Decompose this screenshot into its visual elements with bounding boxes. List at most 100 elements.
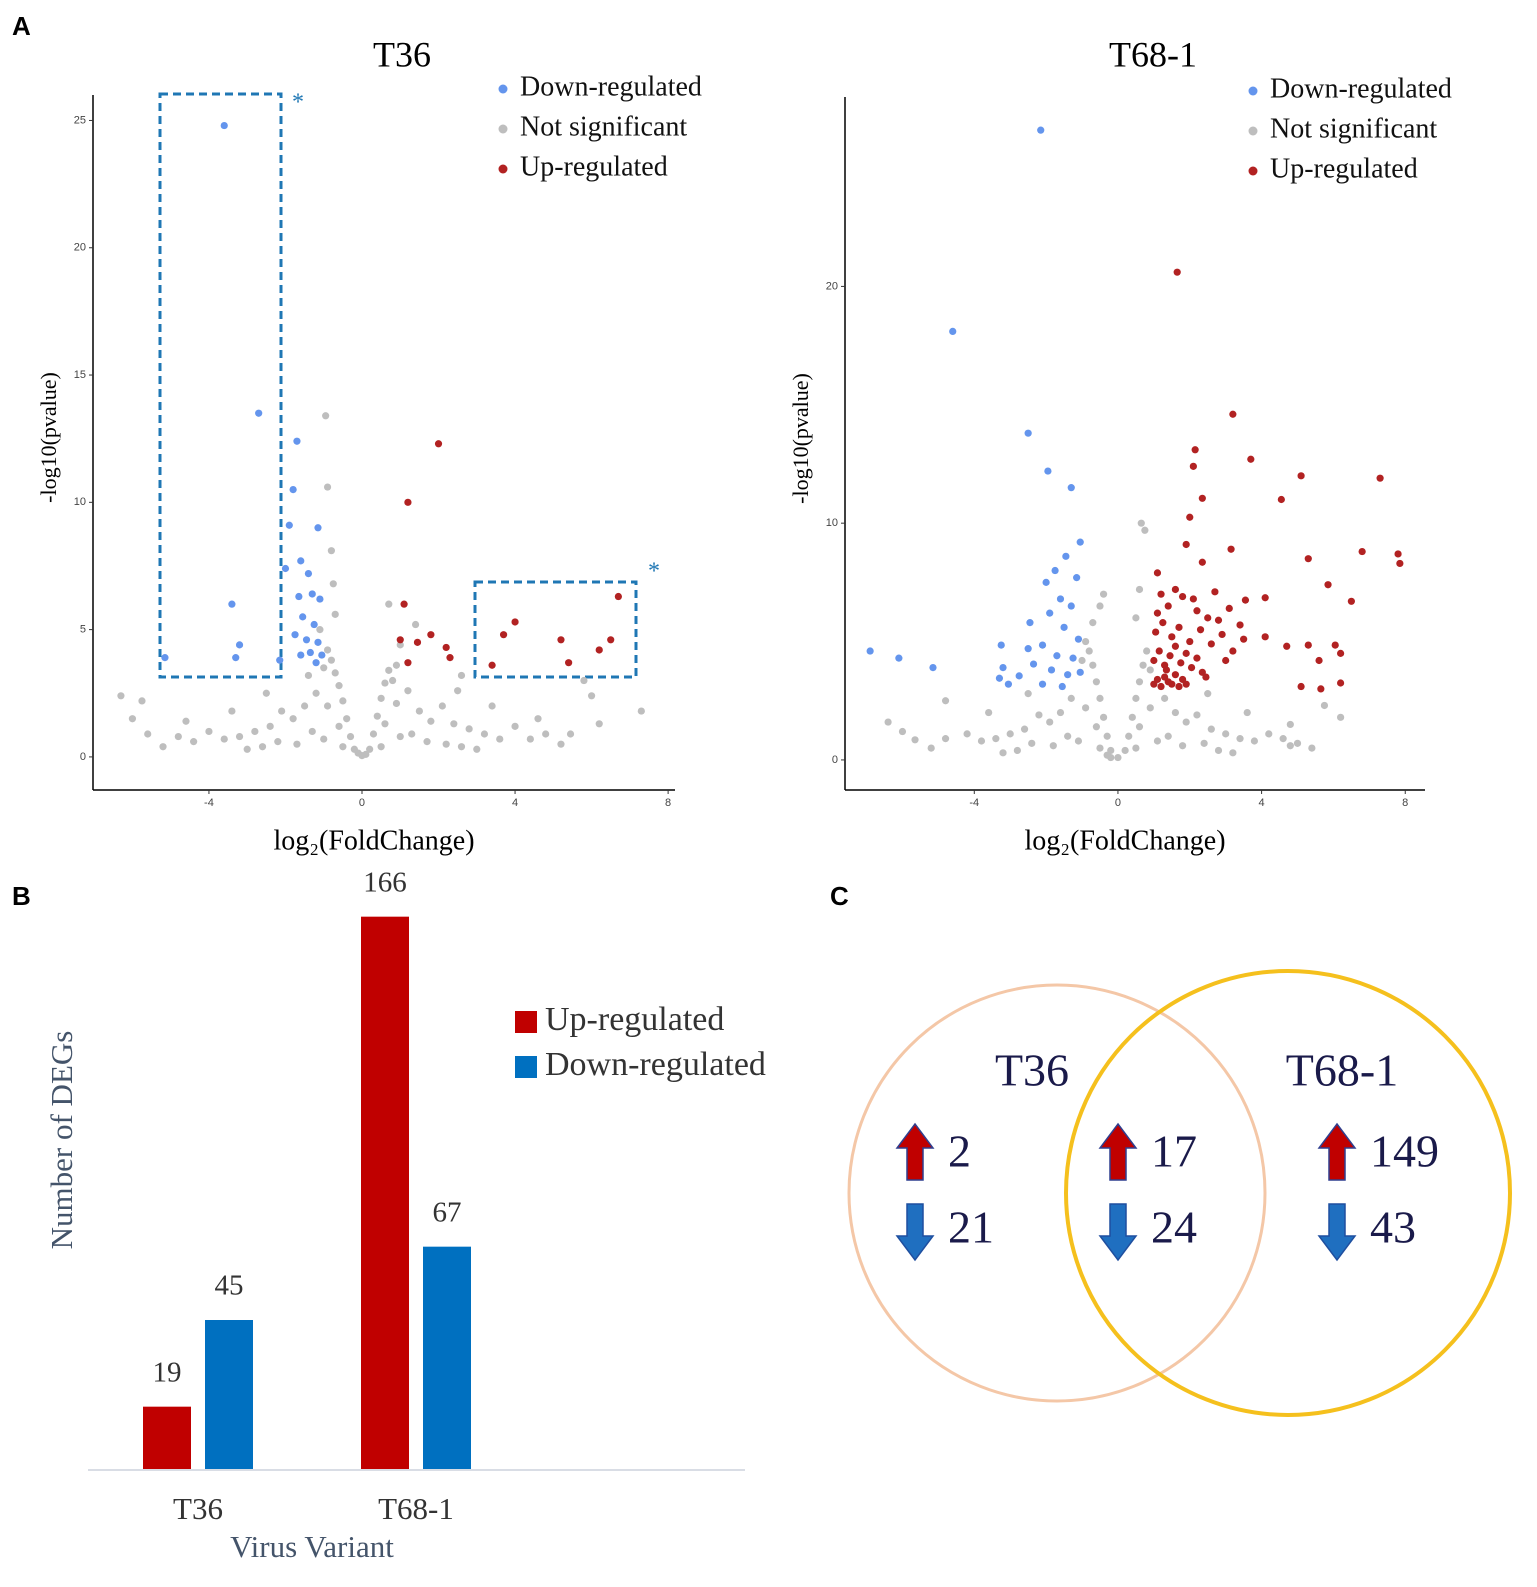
point — [999, 663, 1007, 672]
point — [1153, 609, 1162, 617]
point — [377, 694, 385, 702]
point — [1139, 661, 1147, 669]
point — [1125, 732, 1133, 740]
point — [898, 727, 907, 736]
panel-label: C — [830, 881, 849, 911]
point — [866, 647, 874, 655]
point — [1320, 701, 1329, 710]
point — [480, 730, 489, 738]
point — [985, 708, 993, 717]
point — [1150, 656, 1158, 665]
point — [262, 689, 270, 697]
point — [1337, 713, 1345, 721]
point — [496, 735, 504, 743]
point — [511, 618, 519, 626]
point — [1187, 663, 1196, 672]
point — [1035, 711, 1043, 719]
point — [1159, 619, 1167, 627]
point — [289, 485, 297, 494]
y-axis-label: -log10(pvalue) — [36, 372, 61, 503]
point — [565, 659, 573, 667]
point — [322, 412, 330, 420]
point — [511, 722, 519, 730]
point — [1315, 656, 1323, 665]
point — [1293, 739, 1302, 747]
point — [331, 610, 339, 618]
point — [1396, 559, 1404, 568]
point — [312, 689, 320, 697]
point — [1166, 652, 1174, 660]
point — [316, 626, 324, 634]
point — [1324, 581, 1332, 589]
point — [190, 738, 198, 746]
y-tick-label: 0 — [832, 754, 838, 766]
point — [488, 661, 496, 669]
point — [304, 570, 313, 578]
venn-circle — [847, 983, 1267, 1403]
point — [1193, 654, 1201, 662]
chart-title: T36 — [373, 34, 431, 74]
legend-label: Not significant — [1270, 113, 1437, 144]
point — [1171, 671, 1180, 679]
point — [1175, 682, 1183, 691]
down-arrow — [1317, 1203, 1357, 1262]
point — [1265, 730, 1273, 738]
point — [408, 730, 416, 738]
point — [295, 592, 303, 601]
point — [331, 669, 339, 677]
point — [557, 740, 565, 748]
point — [310, 620, 318, 629]
point — [128, 715, 137, 723]
point — [392, 661, 401, 669]
point — [366, 745, 374, 753]
point — [1193, 607, 1201, 615]
point — [1279, 735, 1287, 743]
x-tick-label: -4 — [969, 797, 979, 809]
point — [1376, 474, 1384, 482]
point — [1261, 594, 1269, 602]
value-label: 166 — [363, 866, 407, 898]
point — [457, 743, 466, 751]
point — [174, 732, 182, 741]
bar — [423, 1246, 471, 1470]
x-axis-label: Virus Variant — [230, 1529, 394, 1564]
point — [1089, 661, 1097, 669]
point — [1286, 742, 1294, 750]
point — [346, 732, 355, 741]
point — [1229, 410, 1237, 418]
point — [306, 648, 314, 657]
point — [1241, 596, 1250, 604]
point — [1153, 569, 1162, 577]
up-arrow — [1098, 1122, 1138, 1181]
point — [434, 440, 443, 448]
point — [992, 735, 1000, 743]
point — [318, 651, 326, 659]
point — [339, 743, 347, 751]
point — [1037, 126, 1045, 134]
point — [1092, 678, 1100, 686]
point — [1135, 678, 1144, 686]
point — [1173, 268, 1181, 276]
point — [1051, 566, 1059, 575]
point — [220, 735, 228, 743]
point — [289, 715, 297, 723]
point — [117, 692, 125, 700]
value-label: 67 — [433, 1196, 462, 1228]
point — [1243, 708, 1251, 717]
up-arrow — [895, 1122, 935, 1181]
point — [427, 631, 435, 639]
point — [526, 735, 534, 743]
point — [1218, 630, 1226, 639]
point — [392, 699, 401, 708]
legend-label: Up-regulated — [1270, 153, 1418, 184]
venn-count: 17 — [1151, 1126, 1197, 1177]
legend-label: Down-regulated — [545, 1046, 766, 1083]
venn-count: 24 — [1151, 1202, 1197, 1253]
point — [1240, 635, 1248, 643]
point — [339, 697, 347, 705]
point — [1114, 753, 1122, 762]
point — [1189, 595, 1197, 603]
point — [1198, 494, 1206, 502]
point — [1020, 725, 1029, 733]
point — [587, 692, 596, 700]
